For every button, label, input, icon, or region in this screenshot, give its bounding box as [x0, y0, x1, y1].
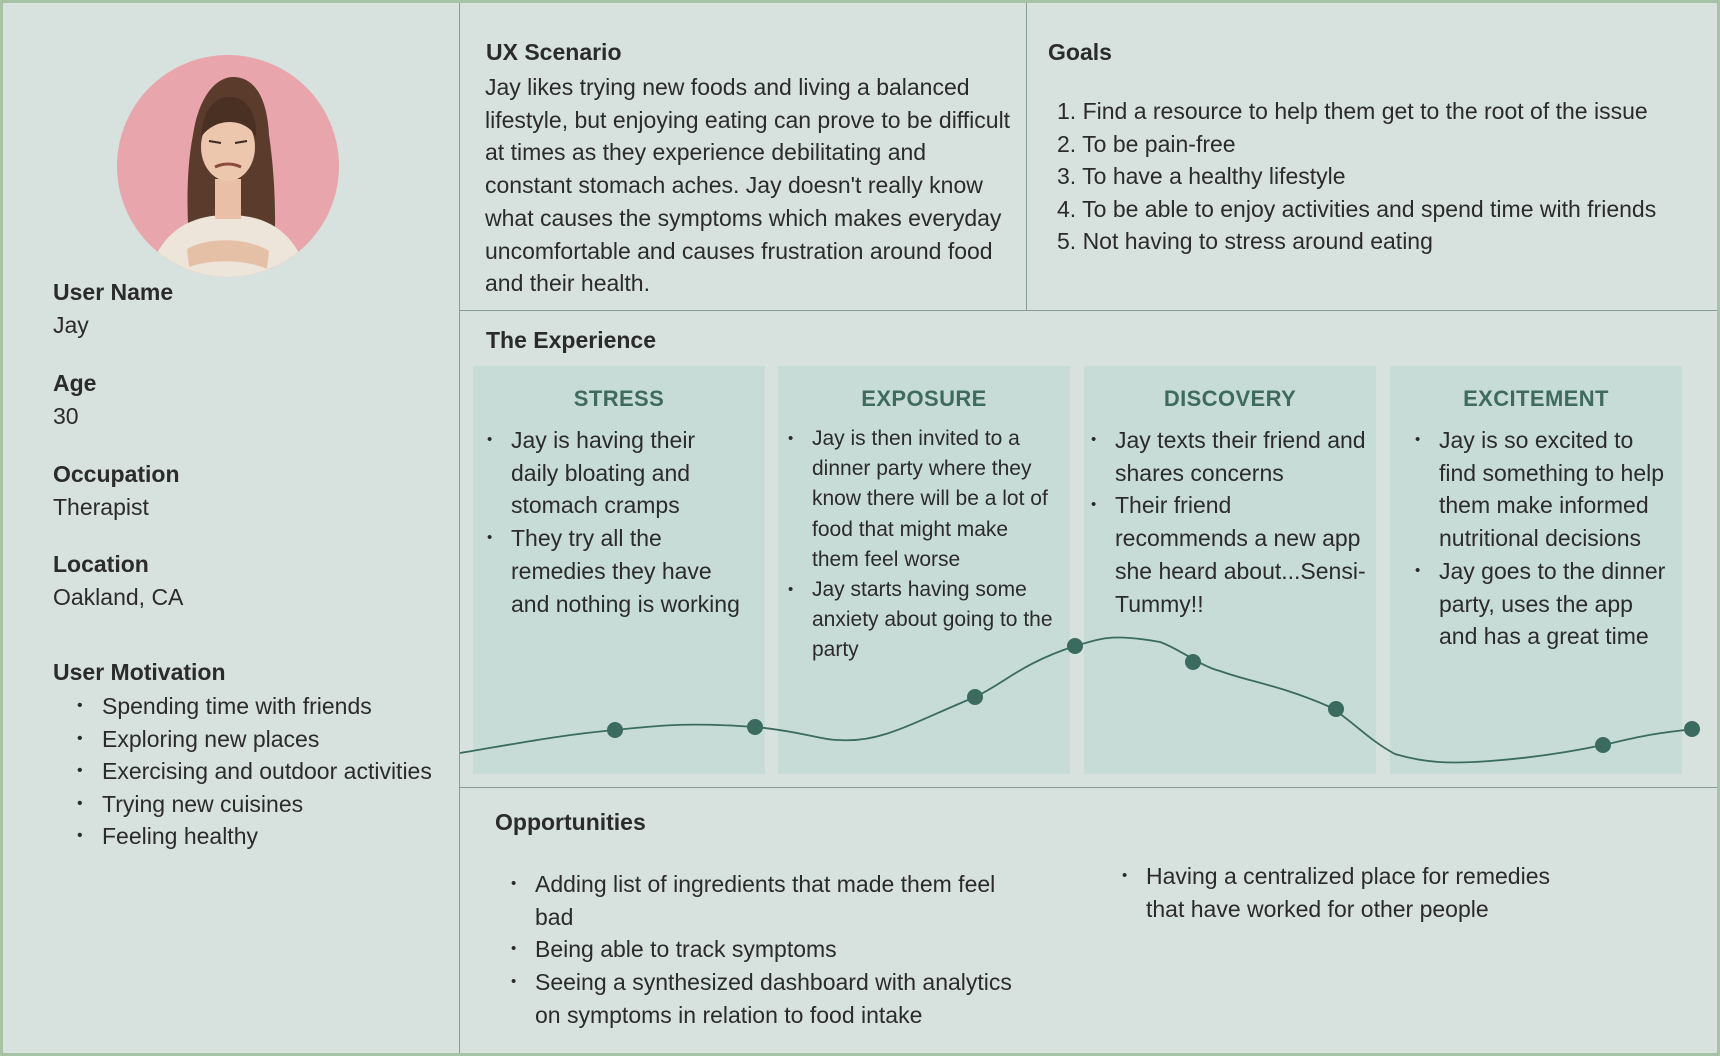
stage-bullets: Jay is then invited to a dinner party wh… [788, 424, 1057, 666]
list-item: Their friend recommends a new app she he… [1091, 489, 1367, 620]
list-item: Jay texts their friend and shares concer… [1091, 424, 1367, 489]
emotion-curve [460, 636, 1700, 764]
stage-bullets: Jay is so excited to find something to h… [1415, 424, 1673, 653]
list-item: 4. To be able to enjoy activities and sp… [1057, 195, 1657, 222]
stage-title: EXPOSURE [861, 386, 987, 411]
opportunities-list-right: Having a centralized place for remedies … [1120, 860, 1580, 925]
ux-scenario-title: UX Scenario [486, 39, 622, 65]
list-item: 2. To be pain-free [1057, 130, 1236, 157]
curve-point [1185, 654, 1201, 670]
curve-point [1067, 638, 1083, 654]
user-name-label: User Name [53, 279, 174, 305]
avatar [117, 55, 339, 277]
list-item: Having a centralized place for remedies … [1120, 860, 1580, 925]
list-item: Exploring new places [75, 723, 435, 756]
stage-title: DISCOVERY [1163, 386, 1297, 411]
list-item: 3. To have a healthy lifestyle [1057, 163, 1346, 189]
curve-point [1595, 737, 1611, 753]
location-label: Location [53, 551, 149, 577]
curve-point [967, 689, 983, 705]
list-item: 5. Not having to stress around eating [1057, 228, 1433, 254]
profile-panel: User Name Jay Age 30 Occupation Therapis… [3, 3, 460, 1053]
list-item: Adding list of ingredients that made the… [509, 868, 1039, 933]
stage-bullets: Jay is having their daily bloating and s… [487, 424, 747, 620]
stage-exposure: EXPOSURE Jay is then invited to a dinner… [778, 366, 1070, 774]
list-item: Jay is then invited to a dinner party wh… [788, 424, 1057, 575]
curve-point [607, 722, 623, 738]
curve-point [1328, 701, 1344, 717]
stage-stress: STRESS Jay is having their daily bloatin… [473, 366, 765, 774]
list-item: Jay goes to the dinner party, uses the a… [1415, 555, 1673, 653]
age-value: 30 [53, 403, 79, 429]
experience-title: The Experience [486, 327, 657, 353]
stage-title: EXCITEMENT [1463, 386, 1609, 411]
motivation-list: Spending time with friends Exploring new… [75, 690, 435, 853]
list-item: Seeing a synthesized dashboard with anal… [509, 966, 1039, 1031]
curve-point [1684, 721, 1700, 737]
curve-point [747, 719, 763, 735]
occupation-value: Therapist [53, 494, 149, 520]
list-item: Jay is so excited to find something to h… [1415, 424, 1673, 555]
ux-scenario-text: Jay likes trying new foods and living a … [485, 74, 1011, 297]
list-item: Trying new cuisines [75, 788, 435, 821]
opportunities-title: Opportunities [495, 809, 646, 835]
list-item: Feeling healthy [75, 820, 435, 853]
user-name-value: Jay [53, 312, 89, 338]
stage-excitement: EXCITEMENT Jay is so excited to find som… [1390, 366, 1682, 774]
list-item: Being able to track symptoms [509, 933, 1039, 966]
goals-title: Goals [1048, 39, 1112, 65]
emotion-curve-line [460, 636, 1696, 764]
stage-title: STRESS [573, 386, 665, 411]
ux-scenario-section: UX Scenario Jay likes trying new foods a… [460, 3, 1027, 311]
list-item: Exercising and outdoor activities [75, 755, 435, 788]
list-item: Spending time with friends [75, 690, 435, 723]
age-label: Age [53, 370, 97, 396]
goals-list: 1. Find a resource to help them get to t… [1057, 95, 1656, 258]
list-item: They try all the remedies they have and … [487, 522, 747, 620]
opportunities-list-left: Adding list of ingredients that made the… [509, 868, 1039, 1032]
occupation-label: Occupation [53, 461, 180, 487]
person-photo-illustration [147, 77, 309, 277]
stage-bullets: Jay texts their friend and shares concer… [1091, 424, 1367, 620]
user-motivation-label: User Motivation [53, 659, 226, 685]
experience-section: The Experience STRESS Jay is having thei… [460, 311, 1717, 788]
list-item: 1. Find a resource to help them get to t… [1057, 98, 1648, 124]
location-value: Oakland, CA [53, 584, 184, 610]
list-item: Jay starts having some anxiety about goi… [788, 575, 1057, 666]
goals-section: Goals 1. Find a resource to help them ge… [1027, 3, 1717, 311]
list-item: Jay is having their daily bloating and s… [487, 424, 747, 522]
opportunities-section: Opportunities Adding list of ingredients… [460, 788, 1717, 1053]
